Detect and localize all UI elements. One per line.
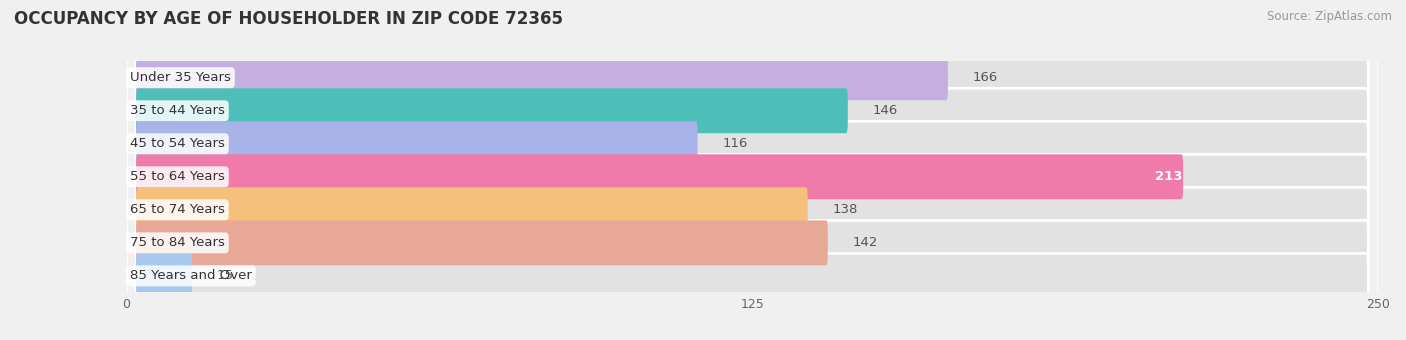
Text: 15: 15 <box>217 269 233 283</box>
Text: 142: 142 <box>852 236 877 249</box>
FancyBboxPatch shape <box>136 121 1368 166</box>
Text: 213: 213 <box>1156 170 1182 183</box>
Text: 45 to 54 Years: 45 to 54 Years <box>129 137 225 150</box>
FancyBboxPatch shape <box>136 88 1368 133</box>
Text: 65 to 74 Years: 65 to 74 Years <box>129 203 225 216</box>
FancyBboxPatch shape <box>136 187 1368 232</box>
FancyBboxPatch shape <box>136 154 1368 199</box>
Text: 166: 166 <box>973 71 998 84</box>
FancyBboxPatch shape <box>136 220 828 265</box>
Text: 146: 146 <box>872 104 897 117</box>
FancyBboxPatch shape <box>136 187 808 232</box>
FancyBboxPatch shape <box>136 253 1368 298</box>
Text: OCCUPANCY BY AGE OF HOUSEHOLDER IN ZIP CODE 72365: OCCUPANCY BY AGE OF HOUSEHOLDER IN ZIP C… <box>14 10 562 28</box>
FancyBboxPatch shape <box>136 55 1368 100</box>
FancyBboxPatch shape <box>136 121 697 166</box>
Text: 85 Years and Over: 85 Years and Over <box>129 269 252 283</box>
Text: 75 to 84 Years: 75 to 84 Years <box>129 236 225 249</box>
FancyBboxPatch shape <box>136 88 848 133</box>
FancyBboxPatch shape <box>136 154 1184 199</box>
FancyBboxPatch shape <box>136 253 193 298</box>
FancyBboxPatch shape <box>136 55 948 100</box>
Text: 138: 138 <box>832 203 858 216</box>
Text: 55 to 64 Years: 55 to 64 Years <box>129 170 225 183</box>
Text: 116: 116 <box>723 137 748 150</box>
Text: Source: ZipAtlas.com: Source: ZipAtlas.com <box>1267 10 1392 23</box>
FancyBboxPatch shape <box>136 220 1368 265</box>
Text: 35 to 44 Years: 35 to 44 Years <box>129 104 225 117</box>
Text: Under 35 Years: Under 35 Years <box>129 71 231 84</box>
